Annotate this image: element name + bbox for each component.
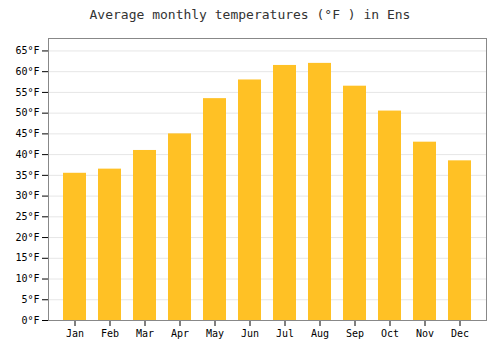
- svg-text:May: May: [206, 328, 224, 339]
- svg-text:Jul: Jul: [276, 328, 294, 339]
- svg-text:30°F: 30°F: [15, 190, 39, 201]
- svg-text:Aug: Aug: [311, 328, 329, 339]
- svg-text:10°F: 10°F: [15, 273, 39, 284]
- html-text:Average monthly temperatures (: Average monthly temperatures (°F ) in En…: [89, 7, 411, 22]
- svg-text:Dec: Dec: [451, 328, 469, 339]
- svg-text:Sep: Sep: [346, 328, 364, 339]
- svg-text:25°F: 25°F: [15, 211, 39, 222]
- svg-text:60°F: 60°F: [15, 66, 39, 77]
- svg-text:40°F: 40°F: [15, 149, 39, 160]
- svg-text:Nov: Nov: [416, 328, 434, 339]
- svg-text:0°F: 0°F: [21, 315, 39, 326]
- svg-text:Mar: Mar: [136, 328, 154, 339]
- svg-text:50°F: 50°F: [15, 107, 39, 118]
- svg-text:Jun: Jun: [241, 328, 259, 339]
- svg-text:15°F: 15°F: [15, 252, 39, 263]
- svg-text:Jan: Jan: [66, 328, 84, 339]
- svg-text:35°F: 35°F: [15, 170, 39, 181]
- svg-text:5°F: 5°F: [21, 294, 39, 305]
- svg-text:Oct: Oct: [381, 328, 399, 339]
- svg-text:55°F: 55°F: [15, 87, 39, 98]
- svg-text:20°F: 20°F: [15, 232, 39, 243]
- svg-text:65°F: 65°F: [15, 45, 39, 56]
- svg-text:Apr: Apr: [171, 328, 189, 339]
- svg-text:Feb: Feb: [101, 328, 119, 339]
- svg-text:45°F: 45°F: [15, 128, 39, 139]
